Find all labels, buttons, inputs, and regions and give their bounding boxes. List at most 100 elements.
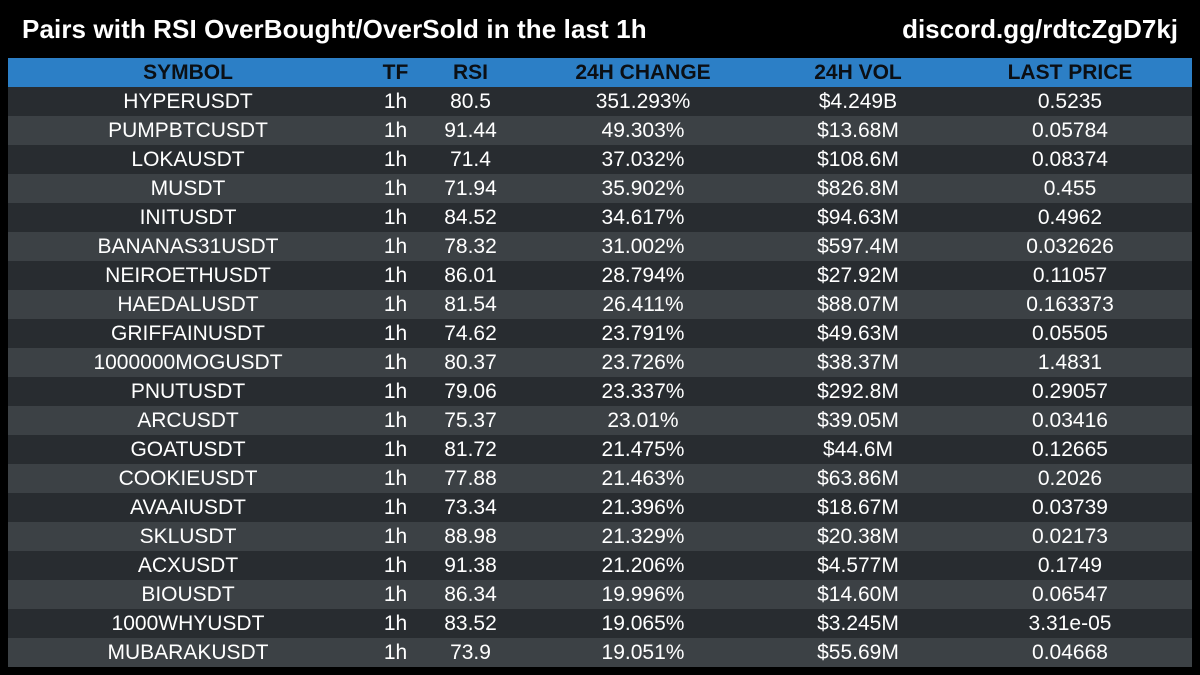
change-cell: 23.01% — [607, 408, 679, 432]
rsi-cell: 88.98 — [444, 524, 497, 548]
column-header-symbol[interactable]: SYMBOL — [143, 60, 233, 84]
volume-cell: $20.38M — [817, 524, 899, 548]
price-cell: 0.4962 — [1037, 205, 1103, 229]
price-cell: 0.032626 — [1026, 234, 1114, 258]
price-cell: 0.455 — [1043, 176, 1097, 200]
symbol-cell: HAEDALUSDT — [117, 292, 259, 316]
volume-cell: $292.8M — [817, 379, 899, 403]
change-cell: 19.051% — [601, 640, 685, 664]
change-cell: 19.996% — [601, 582, 685, 606]
volume-cell: $39.05M — [817, 408, 899, 432]
symbol-cell: 1000000MOGUSDT — [93, 350, 283, 374]
volume-cell: $3.245M — [817, 611, 899, 635]
symbol-cell: MUBARAKUSDT — [107, 640, 269, 664]
symbol-cell: ACXUSDT — [137, 553, 239, 577]
title-bar: Pairs with RSI OverBought/OverSold in th… — [0, 0, 1200, 58]
rsi-cell: 80.37 — [444, 350, 497, 374]
table-row[interactable]: ACXUSDT 1h 91.38 21.206% $4.577M 0.1749 — [8, 551, 1192, 580]
volume-cell: $94.63M — [817, 205, 899, 229]
symbol-cell: NEIROETHUSDT — [105, 263, 271, 287]
timeframe-cell: 1h — [383, 89, 408, 113]
column-header-last-price[interactable]: LAST PRICE — [1007, 60, 1133, 84]
table-row[interactable]: BIOUSDT 1h 86.34 19.996% $14.60M 0.06547 — [8, 580, 1192, 609]
rsi-cell: 91.38 — [444, 553, 497, 577]
change-cell: 23.726% — [601, 350, 685, 374]
discord-link[interactable]: discord.gg/rdtcZgD7kj — [902, 14, 1178, 44]
volume-cell: $38.37M — [817, 350, 899, 374]
rsi-table: SYMBOL TF RSI 24H CHANGE 24H VOL LAST PR… — [8, 58, 1192, 667]
rsi-cell: 75.37 — [444, 408, 497, 432]
table-row[interactable]: HYPERUSDT 1h 80.5 351.293% $4.249B 0.5235 — [8, 87, 1192, 116]
timeframe-cell: 1h — [383, 640, 408, 664]
column-header-24h-change[interactable]: 24H CHANGE — [575, 60, 711, 84]
change-cell: 34.617% — [601, 205, 685, 229]
rsi-cell: 73.9 — [450, 640, 491, 664]
change-cell: 351.293% — [595, 89, 691, 113]
table-row[interactable]: NEIROETHUSDT 1h 86.01 28.794% $27.92M 0.11057 — [8, 261, 1192, 290]
table-row[interactable]: MUBARAKUSDT 1h 73.9 19.051% $55.69M 0.04668 — [8, 638, 1192, 667]
change-cell: 23.337% — [601, 379, 685, 403]
table-row[interactable]: PNUTUSDT 1h 79.06 23.337% $292.8M 0.29057 — [8, 377, 1192, 406]
symbol-cell: GOATUSDT — [130, 437, 246, 461]
symbol-cell: MUSDT — [150, 176, 226, 200]
column-header-tf[interactable]: TF — [382, 60, 409, 84]
symbol-cell: PUMPBTCUSDT — [108, 118, 268, 142]
volume-cell: $597.4M — [817, 234, 899, 258]
price-cell: 0.5235 — [1037, 89, 1103, 113]
price-cell: 3.31e-05 — [1028, 611, 1112, 635]
change-cell: 23.791% — [601, 321, 685, 345]
table-row[interactable]: 1000000MOGUSDT 1h 80.37 23.726% $38.37M 1.483… — [8, 348, 1192, 377]
timeframe-cell: 1h — [383, 205, 408, 229]
symbol-cell: GRIFFAINUSDT — [110, 321, 265, 345]
volume-cell: $44.6M — [822, 437, 894, 461]
symbol-cell: LOKAUSDT — [131, 147, 245, 171]
price-cell: 0.03416 — [1032, 408, 1108, 432]
volume-cell: $14.60M — [817, 582, 899, 606]
table-row[interactable]: AVAAIUSDT 1h 73.34 21.396% $18.67M 0.03739 — [8, 493, 1192, 522]
table-row[interactable]: GRIFFAINUSDT 1h 74.62 23.791% $49.63M 0.05505 — [8, 319, 1192, 348]
table-row[interactable]: PUMPBTCUSDT 1h 91.44 49.303% $13.68M 0.05784 — [8, 116, 1192, 145]
column-header-24h-vol[interactable]: 24H VOL — [814, 60, 902, 84]
price-cell: 0.163373 — [1026, 292, 1114, 316]
symbol-cell: PNUTUSDT — [130, 379, 246, 403]
price-cell: 0.12665 — [1032, 437, 1108, 461]
table-row[interactable]: SKLUSDT 1h 88.98 21.329% $20.38M 0.02173 — [8, 522, 1192, 551]
timeframe-cell: 1h — [383, 437, 408, 461]
price-cell: 0.29057 — [1032, 379, 1108, 403]
rsi-cell: 78.32 — [444, 234, 497, 258]
table-row[interactable]: COOKIEUSDT 1h 77.88 21.463% $63.86M 0.2026 — [8, 464, 1192, 493]
timeframe-cell: 1h — [383, 234, 408, 258]
symbol-cell: INITUSDT — [139, 205, 237, 229]
column-header-rsi[interactable]: RSI — [452, 60, 488, 84]
timeframe-cell: 1h — [383, 118, 408, 142]
change-cell: 35.902% — [601, 176, 685, 200]
rsi-cell: 71.94 — [444, 176, 497, 200]
table-row[interactable]: MUSDT 1h 71.94 35.902% $826.8M 0.455 — [8, 174, 1192, 203]
change-cell: 21.206% — [601, 553, 685, 577]
change-cell: 21.329% — [601, 524, 685, 548]
rsi-cell: 84.52 — [444, 205, 497, 229]
timeframe-cell: 1h — [383, 582, 408, 606]
symbol-cell: ARCUSDT — [137, 408, 239, 432]
table-header-row: SYMBOL TF RSI 24H CHANGE 24H VOL LAST PR… — [8, 58, 1192, 87]
table-row[interactable]: INITUSDT 1h 84.52 34.617% $94.63M 0.4962 — [8, 203, 1192, 232]
table-row[interactable]: ARCUSDT 1h 75.37 23.01% $39.05M 0.03416 — [8, 406, 1192, 435]
change-cell: 28.794% — [601, 263, 685, 287]
table-row[interactable]: BANANAS31USDT 1h 78.32 31.002% $597.4M 0.0326… — [8, 232, 1192, 261]
table-row[interactable]: GOATUSDT 1h 81.72 21.475% $44.6M 0.12665 — [8, 435, 1192, 464]
table-row[interactable]: LOKAUSDT 1h 71.4 37.032% $108.6M 0.08374 — [8, 145, 1192, 174]
rsi-cell: 80.5 — [450, 89, 491, 113]
rsi-cell: 77.88 — [444, 466, 497, 490]
price-cell: 0.02173 — [1032, 524, 1108, 548]
change-cell: 21.475% — [601, 437, 685, 461]
volume-cell: $4.249B — [818, 89, 898, 113]
timeframe-cell: 1h — [383, 321, 408, 345]
change-cell: 37.032% — [601, 147, 685, 171]
table-row[interactable]: HAEDALUSDT 1h 81.54 26.411% $88.07M 0.163373 — [8, 290, 1192, 319]
rsi-cell: 71.4 — [450, 147, 491, 171]
timeframe-cell: 1h — [383, 408, 408, 432]
rsi-cell: 79.06 — [444, 379, 497, 403]
table-row[interactable]: 1000WHYUSDT 1h 83.52 19.065% $3.245M 3.31e-05 — [8, 609, 1192, 638]
price-cell: 0.11057 — [1032, 263, 1108, 287]
table-body: HYPERUSDT 1h 80.5 351.293% $4.249B 0.5235 PUMP… — [8, 87, 1192, 667]
